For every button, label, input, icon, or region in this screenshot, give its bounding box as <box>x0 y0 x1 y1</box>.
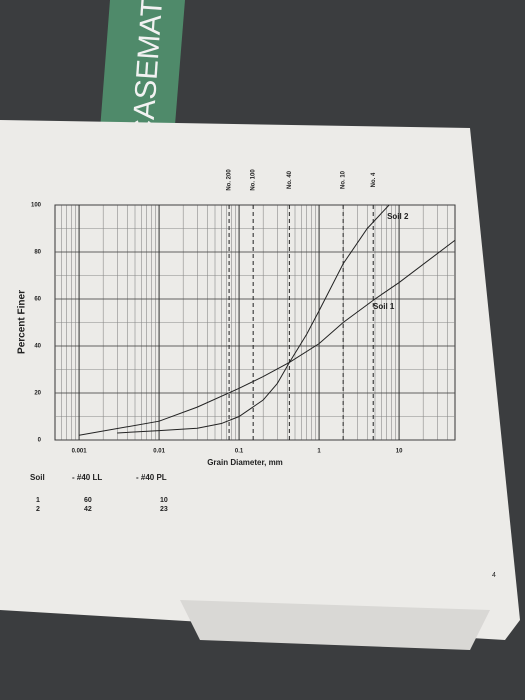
y-tick-label: 20 <box>34 391 41 397</box>
paper <box>0 120 520 640</box>
series-label: Soil 1 <box>373 302 395 311</box>
y-tick-label: 100 <box>31 203 42 209</box>
y-tick-label: 60 <box>34 297 41 303</box>
table-cell: 1 <box>36 497 40 504</box>
sieve-label: No. 100 <box>251 169 257 191</box>
table-header: Soil <box>30 473 45 482</box>
x-tick-label: 0.001 <box>72 449 88 455</box>
x-axis-label: Grain Diameter, mm <box>207 458 283 467</box>
table-cell: 60 <box>84 497 92 504</box>
table-cell: 10 <box>160 497 168 504</box>
table-cell: 2 <box>36 506 40 513</box>
table-header: - #40 PL <box>136 473 167 482</box>
sieve-label: No. 4 <box>371 172 377 187</box>
sieve-label: No. 40 <box>287 170 293 189</box>
y-tick-label: 40 <box>34 344 41 350</box>
y-tick-label: 80 <box>34 250 41 256</box>
x-tick-label: 1 <box>317 449 321 455</box>
sieve-label: No. 10 <box>341 170 347 189</box>
y-tick-label: 0 <box>38 438 42 444</box>
series-line <box>117 204 390 434</box>
table-cell: 42 <box>84 506 92 513</box>
x-tick-label: 10 <box>396 449 403 455</box>
paper-stack <box>180 600 490 650</box>
table-header: - #40 LL <box>72 473 102 482</box>
x-tick-label: 0.1 <box>235 449 244 455</box>
page-number: 4 <box>492 572 496 579</box>
series-label: Soil 2 <box>387 212 409 221</box>
sign <box>100 0 185 130</box>
sieve-label: No. 200 <box>227 169 233 191</box>
y-axis-label: Percent Finer <box>17 290 28 354</box>
table-cell: 23 <box>160 506 168 513</box>
x-tick-label: 0.01 <box>153 449 165 455</box>
